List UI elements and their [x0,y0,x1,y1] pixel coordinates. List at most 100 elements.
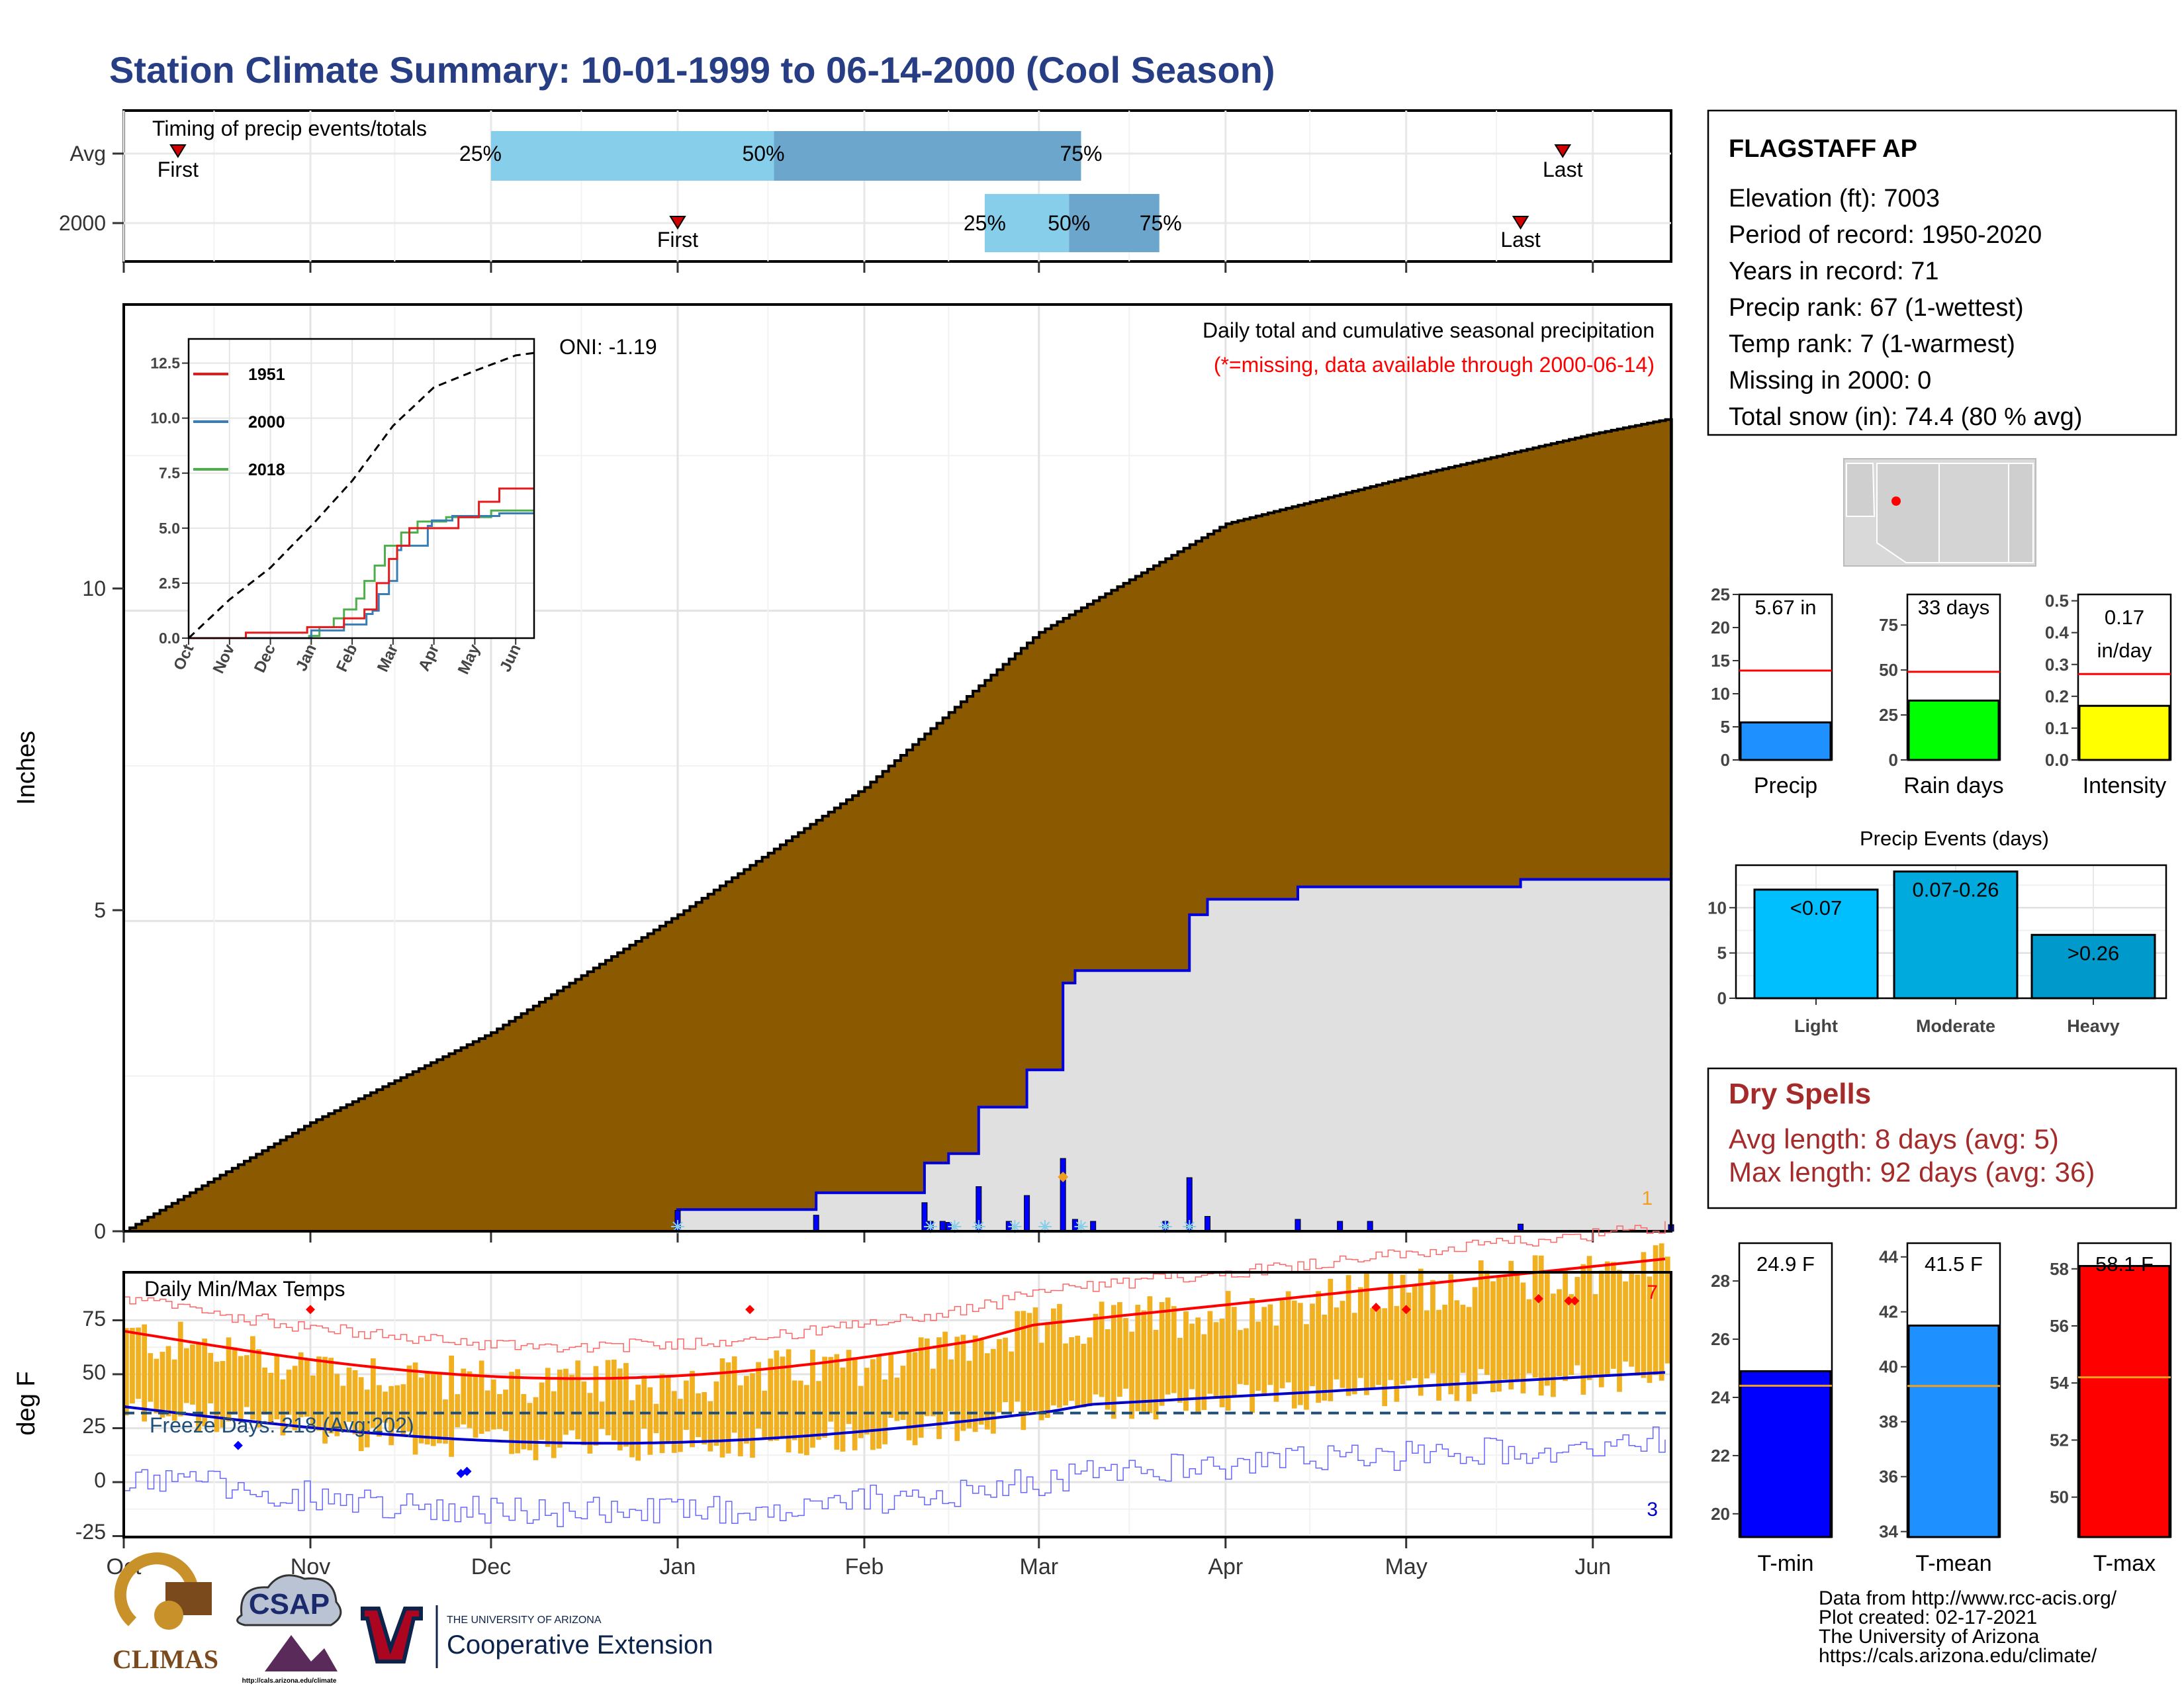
temp-yticks: -25 0 25 50 75 [75,1307,106,1544]
snow-marker [1008,1220,1022,1233]
temp-day-bar [214,1362,220,1432]
temp-day-bar [443,1399,448,1444]
temp-day-bar [942,1331,948,1423]
temp-day-bar [719,1358,725,1458]
timing-row-avg: Avg [69,142,106,165]
temp-day-bar [130,1327,135,1404]
temp-day-bar [1250,1298,1255,1413]
temp-day-bar [400,1384,406,1437]
temp-day-bar [972,1335,978,1432]
temp-day-bar [1551,1293,1556,1397]
temp-summary-ytick: 28 [1711,1271,1730,1291]
ua-logo: THE UNIVERSITY OF ARIZONA Cooperative Ex… [361,1605,713,1668]
inset-legend-2018: 2018 [248,461,285,479]
temp-summary-value [1907,1324,2000,1538]
temp-day-bar [894,1378,900,1421]
oni-value: ONI: -1.19 [559,335,657,359]
timing-avg-last: Last [1543,158,1583,181]
temp-day-bar [1532,1255,1538,1378]
climas-logo: CLIMAS [113,1552,218,1674]
timing-avg-50-75 [774,131,1081,181]
station-period: Period of record: 1950-2020 [1729,221,2042,249]
temp-day-bar [1026,1313,1032,1411]
precip-count-label: 1 [1641,1188,1653,1209]
record-precip-marker [1058,1172,1069,1182]
inset-ytick-2: 5.0 [159,520,180,537]
temp-day-bar [455,1394,461,1428]
temp-day-bar [539,1382,545,1440]
temp-day-bar [1370,1307,1375,1388]
temp-day-bar [1322,1314,1328,1401]
inset-ytick-5: 12.5 [150,355,180,372]
temp-day-bar [997,1339,1002,1413]
temp-day-bar [948,1359,954,1411]
record-low-count: 3 [1647,1499,1658,1521]
temp-day-bar [1376,1307,1381,1385]
temp-day-bar [1466,1307,1472,1402]
temp-day-bar [954,1336,960,1441]
temp-day-bar [226,1337,232,1422]
temp-day-bar [1635,1274,1641,1376]
timing-avg-p50: 50% [742,142,784,165]
temp-day-bar [1526,1299,1532,1374]
temp-day-bar [1388,1271,1394,1380]
temp-day-bar [762,1390,768,1440]
temp-summary-ytick: 20 [1711,1504,1730,1524]
temp-day-bar [316,1356,322,1431]
month-label-apr: Apr [1208,1554,1243,1579]
temp-day-bar [1563,1268,1568,1382]
summary-bar-ytick: 10 [1711,684,1730,704]
timing-year-last: Last [1500,228,1541,252]
temp-day-bar [1448,1274,1454,1395]
temp-day-bar [617,1368,623,1451]
station-years: Years in record: 71 [1729,258,1939,285]
timing-row-year: 2000 [59,211,106,235]
summary-bar-ytick: 0.3 [2045,655,2069,675]
temp-day-bar [834,1354,840,1450]
summary-bar-value [1739,721,1832,761]
temp-summary-value-label: 24.9 F [1756,1252,1815,1276]
temp-day-bar [310,1376,316,1429]
temp-summary-ytick: 52 [2050,1430,2069,1450]
temp-day-bar [1111,1305,1116,1419]
temp-day-bar [960,1335,966,1431]
temp-day-bar [304,1358,310,1417]
temp-summary-ytick: 44 [1879,1247,1898,1267]
summary-bar-intensity: 0.0 0.1 0.2 0.3 0.4 0.5 0.17 in/day Intensity [2045,591,2172,798]
timing-year-p25: 25% [964,211,1006,235]
temp-day-bar [924,1338,930,1417]
temp-ytick-50: 50 [82,1360,106,1384]
snow-marker [948,1220,962,1233]
temp-day-bar [1424,1310,1430,1379]
temp-day-bar [1496,1277,1502,1392]
missing-note: (*=missing, data available through 2000-… [1214,353,1655,377]
temp-day-bar [220,1361,226,1428]
event-bar-label: >0.26 [2068,941,2119,964]
temp-summary-ytick: 58 [2050,1259,2069,1279]
temp-summary-ytick: 54 [2050,1373,2069,1393]
month-label-jan: Jan [660,1554,696,1579]
temp-day-bar [1291,1300,1297,1409]
snow-marker [670,1220,684,1233]
temp-day-bar [177,1321,183,1417]
snow-marker [924,1220,938,1233]
temp-day-bar [1472,1287,1478,1394]
temp-day-bar [900,1366,906,1420]
temp-day-bar [298,1352,304,1417]
temp-day-bar [737,1385,743,1456]
temp-day-bar [918,1337,924,1438]
precip-events-title: Precip Events (days) [1860,827,2049,850]
temp-summary-value [1739,1370,1832,1538]
temp-day-bar [774,1350,780,1441]
events-ytick: 5 [1717,943,1727,963]
temp-day-bar [991,1348,996,1434]
daily-precip-bar [939,1221,946,1232]
temp-day-bar [1544,1272,1550,1386]
event-category-label: Heavy [2067,1016,2120,1036]
timing-avg-first-marker [169,144,187,158]
temp-day-bar [1394,1305,1400,1402]
locator-map [1843,458,2036,567]
temp-summary-value [2078,1264,2171,1538]
temp-day-bar [1044,1322,1050,1418]
timing-panel: Timing of precip events/totals Avg 2000 … [59,109,1672,273]
